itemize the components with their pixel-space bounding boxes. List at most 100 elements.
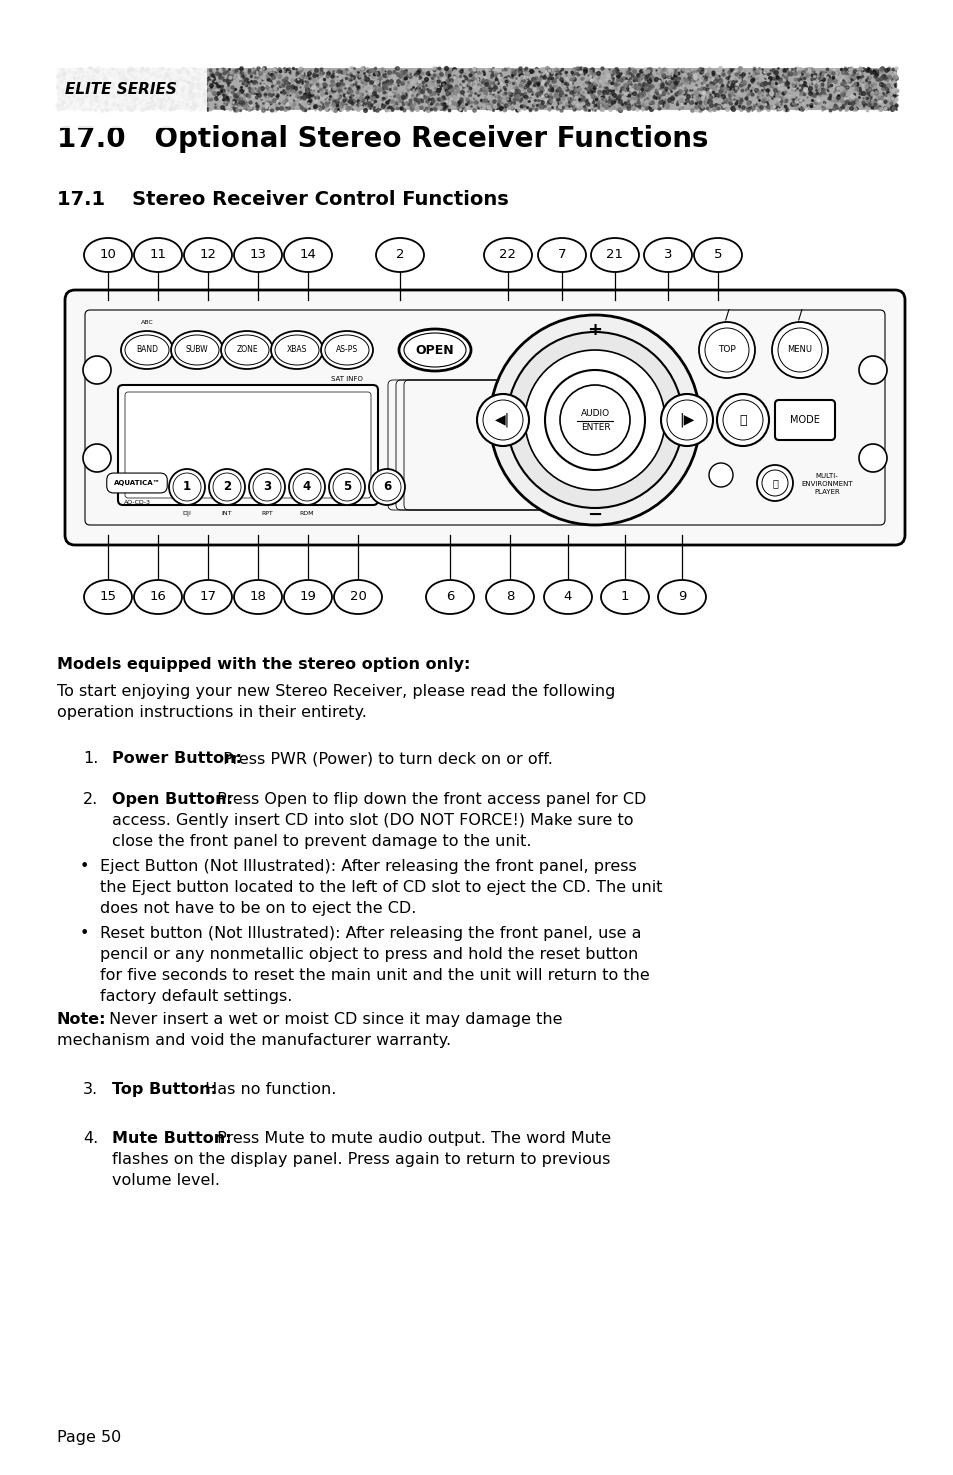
Text: factory default settings.: factory default settings. <box>100 990 292 1004</box>
Ellipse shape <box>375 237 423 271</box>
Text: volume level.: volume level. <box>112 1173 220 1189</box>
Text: XBAS: XBAS <box>287 345 307 354</box>
FancyBboxPatch shape <box>65 291 904 544</box>
Text: Page 50: Page 50 <box>57 1429 121 1445</box>
Ellipse shape <box>274 335 318 364</box>
Text: ◀|: ◀| <box>495 413 510 428</box>
Text: Top Button:: Top Button: <box>112 1083 216 1097</box>
Ellipse shape <box>403 333 465 367</box>
Text: OPEN: OPEN <box>416 344 454 357</box>
Text: −: − <box>587 506 602 524</box>
Text: 1.: 1. <box>83 751 98 767</box>
Ellipse shape <box>426 580 474 614</box>
Text: D|I: D|I <box>182 510 192 516</box>
Text: 1: 1 <box>620 590 629 603</box>
Text: does not have to be on to eject the CD.: does not have to be on to eject the CD. <box>100 901 416 916</box>
Text: 14: 14 <box>299 248 316 261</box>
Text: Reset button (Not Illustrated): After releasing the front panel, use a: Reset button (Not Illustrated): After re… <box>100 926 640 941</box>
Text: mechanism and void the manufacturer warranty.: mechanism and void the manufacturer warr… <box>57 1034 451 1049</box>
Ellipse shape <box>643 237 691 271</box>
Text: 15: 15 <box>99 590 116 603</box>
Text: MULTI-
ENVIRONMENT
PLAYER: MULTI- ENVIRONMENT PLAYER <box>801 473 852 496</box>
Text: SUBW: SUBW <box>186 345 208 354</box>
Circle shape <box>699 322 754 378</box>
Ellipse shape <box>398 329 471 372</box>
Ellipse shape <box>133 580 182 614</box>
Circle shape <box>506 332 682 507</box>
Ellipse shape <box>334 580 381 614</box>
Ellipse shape <box>233 580 282 614</box>
Text: 3.: 3. <box>83 1083 98 1097</box>
Text: 🔇: 🔇 <box>739 413 746 426</box>
Text: |▶: |▶ <box>679 413 694 428</box>
FancyBboxPatch shape <box>774 400 834 440</box>
Text: MENU: MENU <box>786 345 812 354</box>
Text: 22: 22 <box>499 248 516 261</box>
Text: 4: 4 <box>563 590 572 603</box>
Circle shape <box>172 473 201 502</box>
Text: Note:: Note: <box>57 1012 107 1027</box>
Ellipse shape <box>693 237 741 271</box>
Text: Power Button:: Power Button: <box>112 751 242 767</box>
Circle shape <box>858 355 886 384</box>
Text: Has no function.: Has no function. <box>200 1083 336 1097</box>
Text: SAT INFO: SAT INFO <box>331 376 362 382</box>
Text: pencil or any nonmetallic object to press and hold the reset button: pencil or any nonmetallic object to pres… <box>100 947 638 962</box>
Text: ⏻: ⏻ <box>771 478 777 488</box>
Text: 16: 16 <box>150 590 166 603</box>
Text: 5: 5 <box>713 248 721 261</box>
Circle shape <box>333 473 360 502</box>
Circle shape <box>289 469 325 504</box>
Ellipse shape <box>84 580 132 614</box>
Text: the Eject button located to the left of CD slot to eject the CD. The unit: the Eject button located to the left of … <box>100 881 661 895</box>
Text: 7: 7 <box>558 248 566 261</box>
Ellipse shape <box>133 237 182 271</box>
Text: 2: 2 <box>223 479 231 493</box>
Text: 1: 1 <box>183 479 191 493</box>
Ellipse shape <box>537 237 585 271</box>
Text: operation instructions in their entirety.: operation instructions in their entirety… <box>57 705 367 720</box>
Text: flashes on the display panel. Press again to return to previous: flashes on the display panel. Press agai… <box>112 1152 610 1167</box>
Text: close the front panel to prevent damage to the unit.: close the front panel to prevent damage … <box>112 835 531 850</box>
Ellipse shape <box>485 580 534 614</box>
Circle shape <box>490 316 700 525</box>
Text: 4.: 4. <box>83 1131 98 1146</box>
Text: 2: 2 <box>395 248 404 261</box>
Ellipse shape <box>325 335 369 364</box>
Text: RDM: RDM <box>299 510 314 516</box>
Ellipse shape <box>184 580 232 614</box>
Ellipse shape <box>125 335 169 364</box>
Text: ELITE SERIES: ELITE SERIES <box>65 83 176 97</box>
Text: Models equipped with the stereo option only:: Models equipped with the stereo option o… <box>57 656 470 673</box>
Text: 17: 17 <box>199 590 216 603</box>
Text: MODE: MODE <box>789 414 819 425</box>
Circle shape <box>329 469 365 504</box>
Circle shape <box>660 394 712 445</box>
Circle shape <box>476 394 529 445</box>
Text: Eject Button (Not Illustrated): After releasing the front panel, press: Eject Button (Not Illustrated): After re… <box>100 860 636 875</box>
FancyBboxPatch shape <box>57 68 896 111</box>
Text: 12: 12 <box>199 248 216 261</box>
Circle shape <box>722 400 762 440</box>
Text: Open Button:: Open Button: <box>112 792 233 807</box>
Text: 5: 5 <box>342 479 351 493</box>
Ellipse shape <box>543 580 592 614</box>
Circle shape <box>293 473 320 502</box>
Text: +: + <box>587 322 602 339</box>
Text: 6: 6 <box>382 479 391 493</box>
Ellipse shape <box>121 330 172 369</box>
Text: /: / <box>797 307 801 322</box>
Ellipse shape <box>483 237 532 271</box>
Ellipse shape <box>320 330 373 369</box>
Text: 6: 6 <box>445 590 454 603</box>
Text: AS-PS: AS-PS <box>335 345 357 354</box>
Text: INT: INT <box>221 510 232 516</box>
Ellipse shape <box>600 580 648 614</box>
Text: •: • <box>80 860 90 875</box>
Text: 2.: 2. <box>83 792 98 807</box>
Text: Press Mute to mute audio output. The word Mute: Press Mute to mute audio output. The wor… <box>212 1131 611 1146</box>
FancyBboxPatch shape <box>125 392 371 499</box>
Text: 17.0   Optional Stereo Receiver Functions: 17.0 Optional Stereo Receiver Functions <box>57 125 708 153</box>
Text: ZONE: ZONE <box>236 345 257 354</box>
Text: 17.1    Stereo Receiver Control Functions: 17.1 Stereo Receiver Control Functions <box>57 190 508 209</box>
